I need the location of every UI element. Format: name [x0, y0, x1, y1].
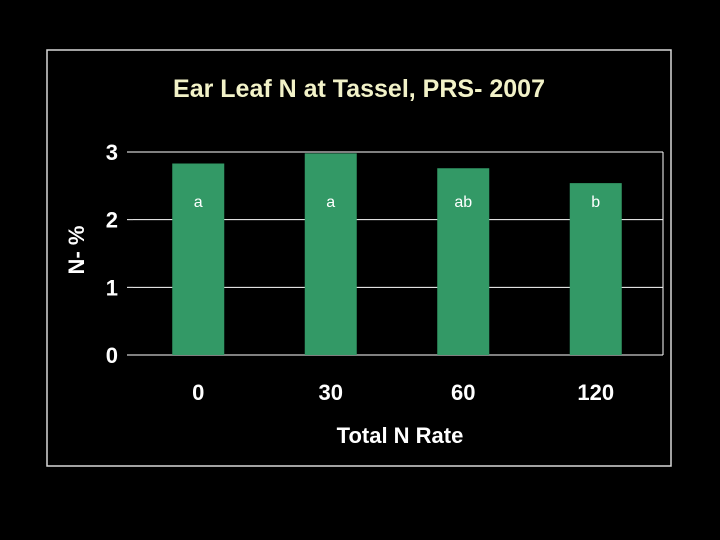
bar-significance-label: a [326, 194, 335, 211]
x-tick-label: 0 [192, 380, 204, 405]
bar [172, 163, 225, 355]
bars [172, 153, 622, 355]
bar-labels: a a ab b [194, 194, 601, 211]
bar-significance-label: b [591, 194, 600, 211]
bar [437, 168, 490, 355]
bar [569, 183, 622, 355]
x-tick-labels: 0 30 60 120 [192, 380, 614, 405]
x-axis-label: Total N Rate [337, 423, 464, 448]
y-tick-label: 1 [106, 275, 118, 300]
x-tick-label: 30 [319, 380, 343, 405]
y-tick-label: 0 [106, 343, 118, 368]
bar [304, 153, 357, 355]
y-tick-labels: 0 1 2 3 [106, 140, 118, 368]
bar-significance-label: ab [454, 194, 472, 211]
x-tick-label: 60 [451, 380, 475, 405]
chart-frame [46, 49, 672, 467]
x-tick-label: 120 [577, 380, 614, 405]
chart-title: Ear Leaf N at Tassel, PRS- 2007 [173, 75, 545, 103]
bar-significance-label: a [194, 194, 203, 211]
y-axis-label: N- % [64, 226, 89, 275]
y-tick-label: 3 [106, 140, 118, 165]
y-tick-label: 2 [106, 208, 118, 233]
